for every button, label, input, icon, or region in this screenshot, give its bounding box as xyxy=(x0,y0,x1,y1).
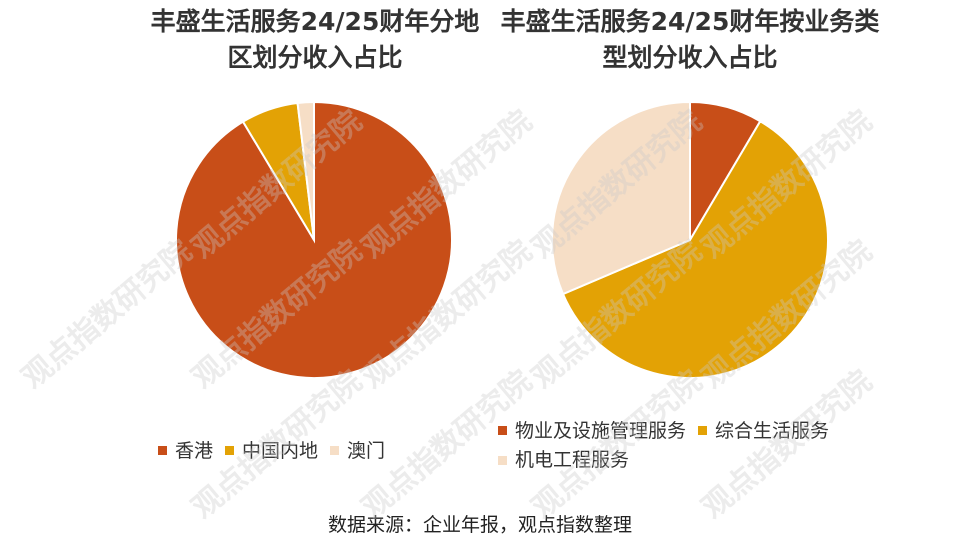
pie-slice-澳门 xyxy=(296,100,315,241)
source-note: 数据来源：企业年报，观点指数整理 xyxy=(327,514,632,536)
legend-label: 澳门 xyxy=(347,439,386,462)
legend-item: 香港 xyxy=(158,437,213,465)
legend-item: 中国内地 xyxy=(225,437,318,465)
legend-item: 机电工程服务 xyxy=(498,446,629,474)
chart-title-business: 丰盛生活服务24/25财年按业务类 型划分收入占比 xyxy=(470,4,910,76)
legend-item: 物业及设施管理服务 xyxy=(498,417,686,445)
legend-swatch xyxy=(330,446,340,455)
title-line: 丰盛生活服务24/25财年分地 xyxy=(150,7,480,36)
title-line: 丰盛生活服务24/25财年按业务类 xyxy=(500,7,880,36)
legend-item: 综合生活服务 xyxy=(698,417,829,445)
legend-item: 澳门 xyxy=(330,437,385,465)
legend-region: 香港 中国内地 澳门 xyxy=(158,435,397,465)
legend-label: 物业及设施管理服务 xyxy=(515,419,687,442)
title-line: 区划分收入占比 xyxy=(227,43,403,72)
legend-swatch xyxy=(498,455,507,465)
legend-swatch xyxy=(698,426,708,435)
pie-business xyxy=(551,100,829,379)
legend-label: 综合生活服务 xyxy=(715,419,830,442)
pie-slice-综合生活服务 xyxy=(561,119,829,379)
legend-swatch xyxy=(158,446,167,455)
pie-slice-机电工程服务 xyxy=(551,100,691,296)
pie-region xyxy=(175,100,453,379)
legend-label: 香港 xyxy=(175,439,214,462)
title-line: 型划分收入占比 xyxy=(602,43,778,72)
legend-swatch xyxy=(225,446,235,455)
legend-label: 中国内地 xyxy=(242,439,319,462)
legend-label: 机电工程服务 xyxy=(515,449,630,471)
legend-swatch xyxy=(498,426,507,435)
chart-title-region: 丰盛生活服务24/25财年分地 区划分收入占比 xyxy=(90,4,540,76)
legend-business: 物业及设施管理服务 综合生活服务机电工程服务 xyxy=(498,415,918,474)
